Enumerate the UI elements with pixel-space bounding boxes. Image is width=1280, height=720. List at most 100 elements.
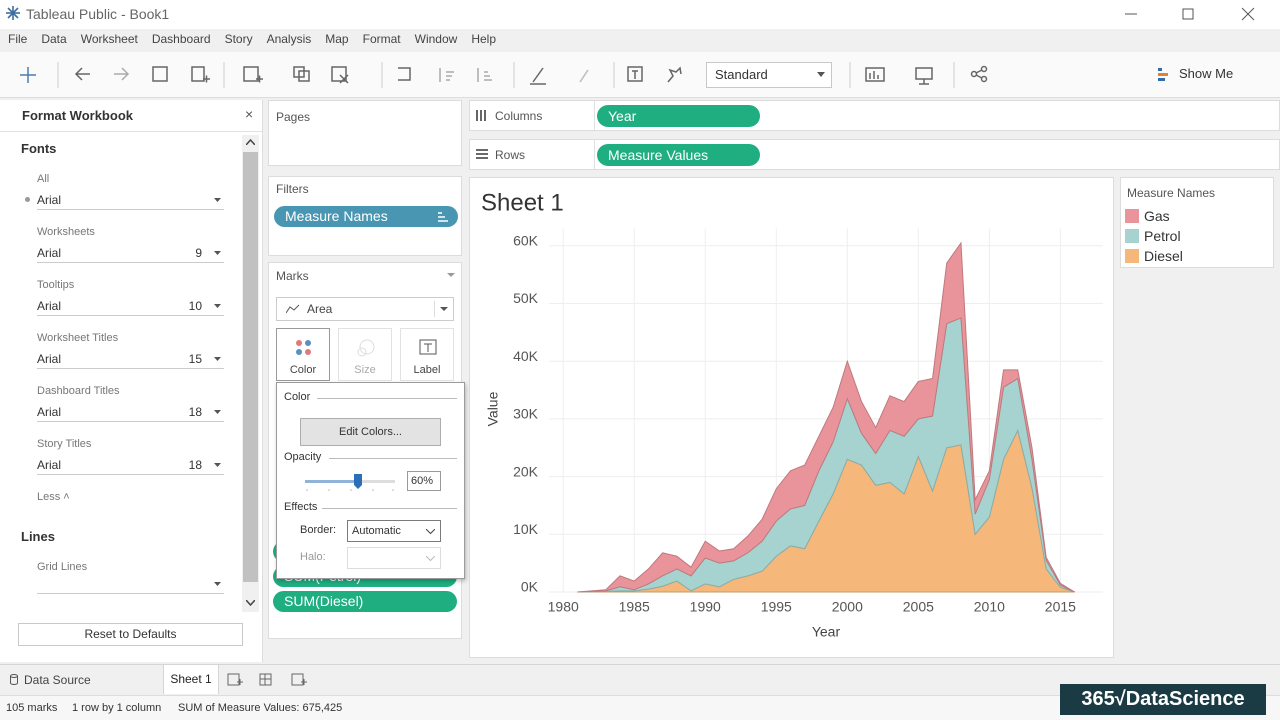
setting-label: Story Titles [37,438,92,450]
window-controls[interactable] [1110,0,1280,29]
row-pill[interactable]: Measure Values [597,144,760,166]
font-name: Arial [37,405,62,419]
toolbar-icons[interactable] [0,52,1000,98]
font-name: Arial [37,246,62,260]
font-dropdown[interactable]: Arial [37,192,224,210]
opacity-input[interactable]: 60% [407,471,441,491]
font-dropdown[interactable]: Arial 18 [37,457,224,475]
separator [322,508,457,509]
color-icon [296,340,311,355]
dropdown-arrow [214,251,221,255]
arrow-shape [214,463,221,467]
new-sheet-icons[interactable] [226,671,316,689]
arrow-shape [214,304,221,308]
legend-label: Gas [1144,208,1170,224]
menu-item[interactable]: Map [325,32,349,46]
color-button[interactable]: Color [276,328,330,381]
popup-heading: Color [284,391,311,403]
columns-shelf: Columns Year [469,100,1280,131]
dropdown-arrow [214,304,221,308]
font-dropdown[interactable]: Arial 18 [37,404,224,422]
app-icon [6,6,20,20]
x-tick-label: 2005 [903,599,934,615]
menu-item[interactable]: Window [414,32,458,46]
scroll-down[interactable] [246,600,255,606]
pages-card: Pages [268,100,462,166]
size-button[interactable]: Size [338,328,392,381]
scroll-thumb[interactable] [243,152,258,582]
font-size: 9 [195,246,202,260]
filters-card: Filters Measure Names [268,176,462,256]
menu-item[interactable]: Format [362,32,401,46]
menu-item[interactable]: Story [224,32,253,46]
dropdown-arrow [214,463,221,467]
dropdown-arrow [214,357,221,361]
menu-item[interactable]: Dashboard [151,32,211,46]
mark-pill[interactable]: SUM(Diesel) [273,591,457,612]
opacity-slider[interactable] [303,471,399,495]
card-title: Marks [276,269,309,283]
y-tick-label: 30K [513,406,539,422]
scroll-up[interactable] [246,139,255,145]
y-tick-label: 60K [513,233,539,249]
legend-label: Diesel [1144,248,1183,264]
font-dropdown[interactable]: Arial 15 [37,351,224,369]
divider [434,301,435,317]
reset-button[interactable]: Reset to Defaults [18,623,243,646]
dropdown-arrow [440,307,448,311]
less-text: Less [37,491,61,503]
area-icon [286,304,300,314]
menu-item[interactable]: Analysis [266,32,312,46]
watermark: 365√DataScience [1060,684,1266,715]
arrow-shape [214,410,221,414]
x-tick-label: 2015 [1045,599,1076,615]
mark-type-dropdown[interactable]: Area [276,297,454,321]
scrollbar[interactable] [242,135,259,612]
filter-pill[interactable]: Measure Names [274,206,458,227]
menu-item[interactable]: Data [41,32,67,46]
data-source-tab[interactable]: Data Source [24,673,91,687]
column-pill[interactable]: Year [597,105,760,127]
divider [594,101,595,130]
y-tick-label: 50K [513,290,539,306]
card-menu-arrow[interactable] [447,273,455,278]
sheet-tab[interactable]: Sheet 1 [163,665,219,694]
columns-icon [476,110,486,121]
toolbar: Standard Show Me [0,52,1280,98]
show-me-button[interactable]: Show Me [1179,66,1234,81]
button-label: Color [289,364,317,376]
menu-item[interactable]: Help [471,32,496,46]
card-title: Pages [276,110,311,124]
chevron [426,529,435,535]
font-dropdown[interactable]: Arial 10 [37,298,224,316]
y-tick-label: 20K [513,463,539,479]
legend-title: Measure Names [1127,186,1216,200]
dropdown-arrow [214,410,221,414]
rows-shelf: Rows Measure Values [469,139,1280,170]
setting-label: Tooltips [37,279,75,291]
fit-dropdown[interactable]: Standard [706,62,832,88]
setting-label: Dashboard Titles [37,385,120,397]
legend-label: Petrol [1144,228,1181,244]
legend-swatch [1125,209,1139,223]
menu-item[interactable]: Worksheet [80,32,138,46]
menu-item[interactable]: File [8,32,28,46]
card-title: Filters [276,182,309,196]
sheet-title: Sheet 1 [481,189,564,216]
less-toggle[interactable]: Less ˄ [37,491,70,503]
fit-value: Standard [715,67,768,82]
sheet-view: Sheet 1 Value Year 0K 10K 20K 30K 40K 50K 60K 1… [469,177,1114,658]
font-dropdown[interactable]: Arial 9 [37,245,224,263]
border-select[interactable]: Automatic [347,520,441,542]
data-source-icon [10,674,18,685]
halo-select [347,547,441,569]
grid-lines-dropdown[interactable] [37,576,224,594]
rows-icon [476,149,488,159]
size-icon [357,339,375,357]
font-size: 18 [188,405,202,419]
x-tick-label: 1985 [619,599,650,615]
edit-colors-button[interactable]: Edit Colors... [300,418,441,446]
window-title: Tableau Public - Book1 [26,6,170,22]
label-button[interactable]: Label [400,328,454,381]
close-button[interactable]: × [245,106,254,122]
